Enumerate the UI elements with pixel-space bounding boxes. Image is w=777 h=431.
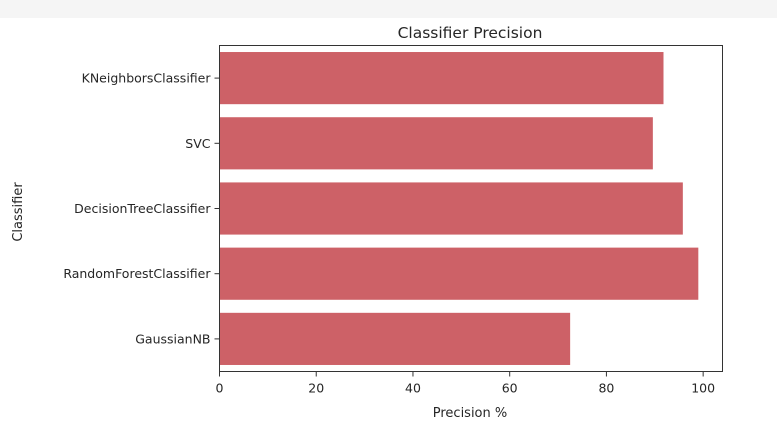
- chart-title: Classifier Precision: [398, 24, 543, 42]
- x-ticks-group: 0 20 40 60 80 100: [216, 371, 715, 396]
- y-axis-label: Classifier: [11, 182, 26, 242]
- y-tick-label: SVC: [185, 136, 210, 151]
- x-tick-label: 60: [502, 381, 518, 396]
- bar-RandomForestClassifier: [219, 247, 699, 300]
- notebook-top-strip: [0, 0, 777, 18]
- x-tick-label: 80: [598, 381, 614, 396]
- x-tick-label: 20: [308, 381, 324, 396]
- x-tick-label: 0: [216, 381, 224, 396]
- bar-SVC: [219, 117, 653, 170]
- bar-DecisionTreeClassifier: [219, 182, 683, 235]
- y-tick-label: DecisionTreeClassifier: [74, 201, 211, 216]
- y-tick-label: KNeighborsClassifier: [82, 71, 212, 86]
- y-ticks-group: KNeighborsClassifier SVC DecisionTreeClass…: [63, 71, 220, 346]
- bar-GaussianNB: [219, 312, 571, 365]
- x-axis-label: Precision %: [433, 406, 508, 421]
- bar-KNeighborsClassifier: [219, 52, 664, 105]
- y-tick-label: GaussianNB: [135, 331, 210, 346]
- plot-frame: [219, 45, 723, 372]
- x-tick-label: 100: [691, 381, 715, 396]
- y-tick-label: RandomForestClassifier: [63, 266, 211, 281]
- bars-group: [219, 52, 699, 365]
- x-tick-label: 40: [405, 381, 421, 396]
